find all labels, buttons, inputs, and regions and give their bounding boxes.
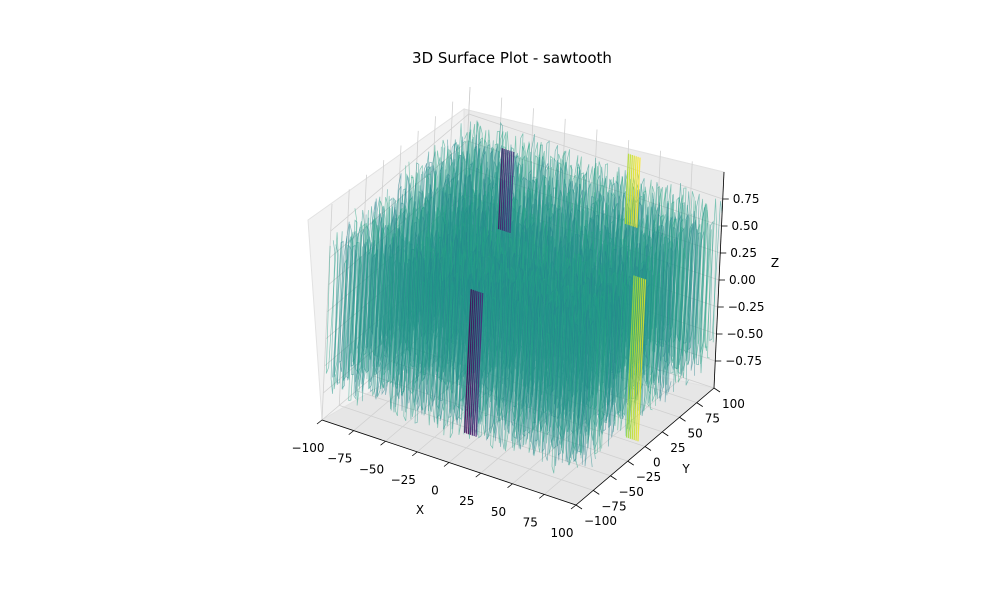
- x-tick-4-mark: [443, 462, 450, 467]
- z-axis-label: Z: [771, 256, 779, 270]
- surface-spike-3-5: [635, 278, 645, 441]
- surface-spike-0-2: [467, 290, 476, 435]
- x-axis-label: X: [416, 503, 424, 517]
- surface-spike-2-0: [624, 153, 630, 224]
- surface-spike-2-3: [630, 155, 635, 226]
- z-tick-4-label: 0.25: [730, 246, 757, 260]
- surface-spike-1-3: [503, 150, 509, 232]
- z-tick-2-label: −0.25: [728, 300, 765, 314]
- y-axis-label: Y: [681, 462, 690, 476]
- y-tick-3-mark: [627, 460, 634, 466]
- y-tick-5-mark: [662, 431, 669, 437]
- y-tick-8-mark: [713, 387, 721, 393]
- y-tick-3-label: −25: [636, 470, 661, 484]
- x-tick-0-mark: [316, 419, 323, 425]
- x-tick-6-mark: [507, 483, 513, 489]
- x-tick-1-label: −75: [327, 452, 352, 466]
- surface-spike-0-0: [463, 289, 472, 433]
- surface-spike-3-1: [627, 276, 637, 439]
- surface-spike-2-1: [626, 154, 632, 225]
- surface-spike-3-0: [625, 275, 635, 438]
- surface-spike-1-6: [509, 151, 515, 234]
- surface-spike-1-1: [499, 148, 505, 230]
- surface-spike-0-3: [469, 291, 478, 435]
- surface-strip-44: [333, 236, 591, 467]
- surface-spike-0-5: [473, 292, 482, 437]
- y-tick-1-mark: [593, 490, 600, 495]
- surface-strip-46: [325, 232, 581, 474]
- x-tick-7-mark: [539, 494, 545, 499]
- y-tick-1-label: −75: [601, 499, 626, 513]
- x-tick-0-label: −100: [292, 441, 325, 455]
- surface-spike-2-6: [636, 157, 641, 228]
- surface-strip-6: [444, 134, 705, 371]
- surface-spike-1-0: [497, 148, 503, 230]
- surface-spike-1-5: [507, 151, 513, 233]
- x-tick-5-mark: [475, 472, 481, 478]
- z-tick-5-label: 0.50: [732, 219, 759, 233]
- z-tick-0-label: −0.75: [725, 354, 762, 368]
- y-tick-2-mark: [610, 475, 617, 481]
- surface-spike-2-2: [628, 154, 634, 226]
- y-tick-4-label: 0: [653, 456, 661, 470]
- chart-title: 3D Surface Plot - sawtooth: [412, 49, 612, 67]
- z-tick-3-label: 0.00: [729, 273, 756, 287]
- surface-spike-3-2: [629, 276, 639, 439]
- surface: [325, 120, 723, 474]
- surface-spike-2-5: [634, 156, 639, 228]
- x-tick-5-label: 25: [459, 494, 474, 508]
- surface-spike-0-6: [475, 293, 484, 437]
- x-tick-1-mark: [348, 430, 354, 435]
- y-tick-0-label: −100: [584, 514, 617, 528]
- surface-spike-3-6: [637, 279, 647, 442]
- x-tick-4-label: 0: [431, 484, 439, 498]
- y-tick-6-mark: [679, 416, 686, 422]
- x-tick-7-label: 75: [523, 515, 538, 529]
- x-tick-6-label: 50: [491, 505, 506, 519]
- surface-strip-38: [352, 208, 606, 455]
- surface-spike-2-4: [632, 156, 637, 227]
- surface-spike-3-4: [633, 278, 643, 441]
- y-tick-6-label: 50: [688, 426, 703, 440]
- y-tick-4-mark: [644, 446, 652, 451]
- x-tick-8-mark: [570, 504, 577, 510]
- surface-strip-43: [332, 239, 594, 465]
- x-ticks: −100−75 −50 −25 0 25 50 75 100: [292, 419, 577, 540]
- surface-strip-25: [386, 188, 648, 414]
- x-tick-2-mark: [380, 440, 386, 446]
- z-ticks: −0.75 −0.50 −0.25 0.00 0.25 0.50 0.75: [715, 192, 765, 368]
- z-tick-1-label: −0.50: [727, 327, 764, 341]
- y-tick-7-mark: [696, 402, 703, 407]
- y-tick-7-label: 75: [705, 412, 720, 426]
- surface-strip-19: [408, 165, 665, 402]
- surface-strip-42: [335, 221, 597, 467]
- y-tick-0-mark: [575, 504, 583, 510]
- x-tick-2-label: −50: [359, 462, 384, 476]
- surface-spike-0-1: [465, 289, 474, 434]
- surface-spike-1-4: [505, 150, 511, 232]
- y-tick-8-label: 100: [722, 397, 745, 411]
- x-tick-3-label: −25: [391, 473, 416, 487]
- y-tick-2-label: −50: [619, 485, 644, 499]
- surface-spike-3-3: [631, 277, 641, 440]
- surface-spike-0-4: [471, 291, 480, 436]
- surface-spike-1-2: [501, 149, 507, 231]
- surface-strip-45: [330, 231, 586, 462]
- y-tick-5-label: 25: [670, 441, 685, 455]
- x-tick-3-mark: [412, 451, 418, 457]
- x-tick-8-label: 100: [551, 526, 574, 540]
- z-tick-6-label: 0.75: [733, 192, 760, 206]
